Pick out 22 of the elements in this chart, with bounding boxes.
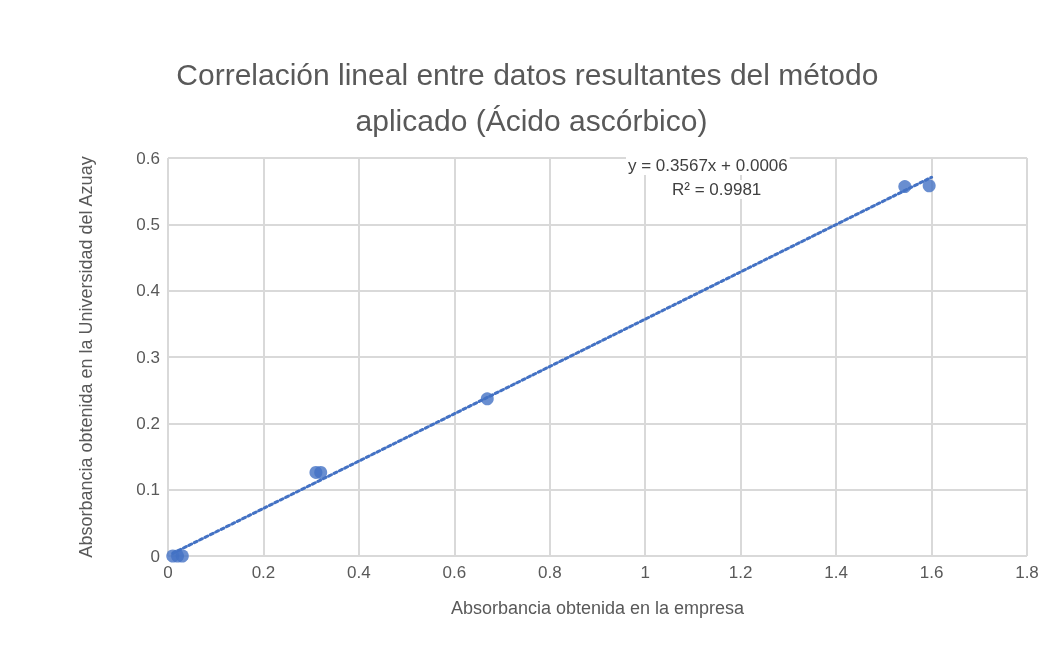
x-tick-label: 1.2 [728, 563, 753, 582]
y-tick-label: 0.5 [136, 214, 160, 234]
x-tick-label: 1.4 [824, 563, 848, 582]
y-tick-label: 0.2 [136, 413, 160, 433]
x-tick-label: 1.6 [919, 563, 944, 582]
y-tick-label: 0.6 [136, 148, 160, 168]
x-tick-label: 0.6 [442, 563, 467, 582]
chart-title: Correlación lineal entre datos resultantes del método aplicado (Ácido ascórbico) [176, 57, 887, 137]
x-tick-label: 0.4 [347, 563, 371, 582]
y-tick-label: 0.4 [136, 281, 160, 301]
y-tick-label: 0.3 [136, 347, 160, 367]
x-tick-label: 1 [640, 563, 650, 582]
annotation: y = 0.3567x + 0.0006 [628, 156, 788, 175]
y-axis-title: Absorbancia obtenida en la Universidad del Azuay [76, 156, 96, 558]
y-tick-label: 0 [150, 546, 160, 566]
annotation: R² = 0.9981 [672, 180, 762, 199]
x-tick-label: 0.2 [251, 563, 276, 582]
x-tick-label: 0.8 [537, 563, 562, 582]
x-tick-label: 1.8 [1015, 563, 1039, 582]
x-tick-label: 0 [163, 563, 173, 582]
x-axis-title: Absorbancia obtenida en la empresa [450, 598, 746, 618]
y-tick-label: 0.1 [136, 480, 160, 500]
